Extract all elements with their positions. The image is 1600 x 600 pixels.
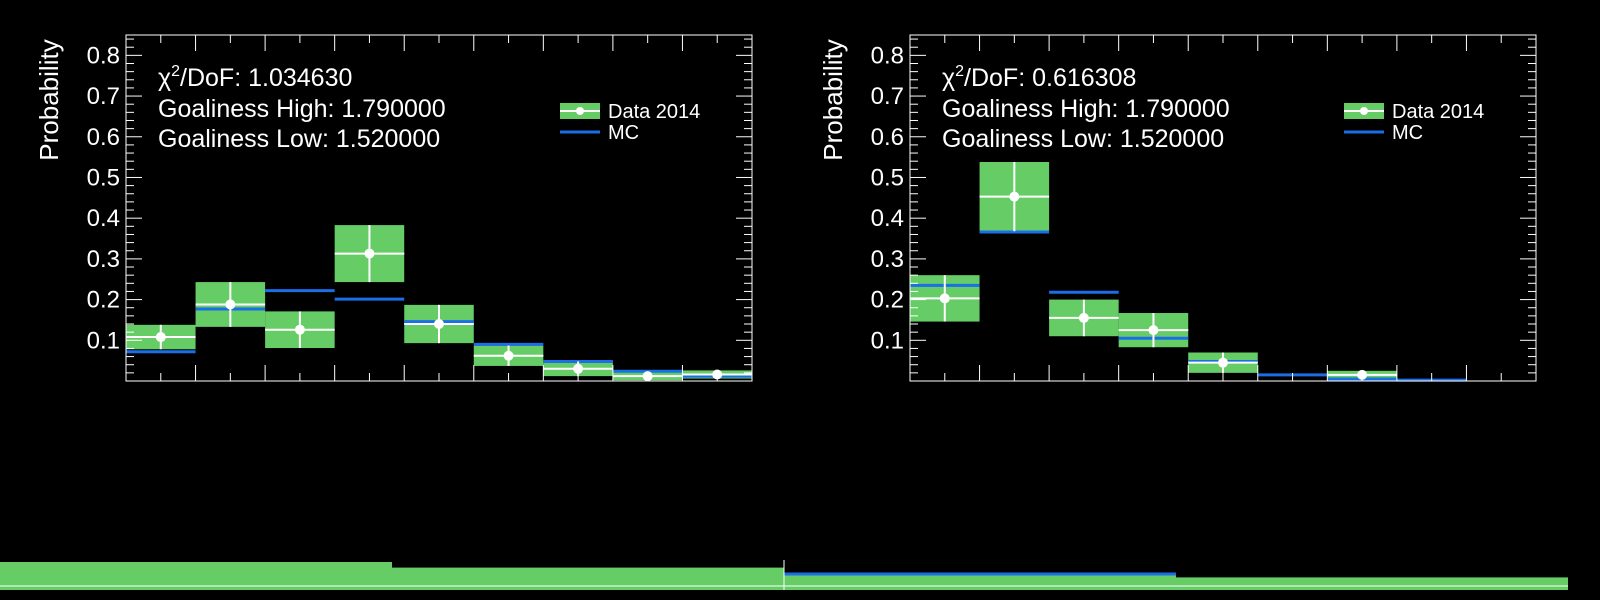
data-point xyxy=(1218,357,1228,368)
y-tick-label: 0.2 xyxy=(87,287,120,314)
data-point xyxy=(939,293,950,304)
goaliness-low-label: Goaliness Low: 1.520000 xyxy=(942,125,1224,153)
y-tick-label: 0.4 xyxy=(87,205,120,232)
chi2-label: χ2/DoF: 0.616308 xyxy=(942,63,1136,92)
bottom-strip-bar xyxy=(392,567,784,590)
bottom-strip-bar xyxy=(1176,577,1568,590)
data-point xyxy=(1078,312,1089,323)
y-tick-label: 0.5 xyxy=(871,164,904,191)
plot-area xyxy=(126,225,752,382)
y-tick-label: 0.8 xyxy=(87,42,120,69)
y-tick-label: 0.8 xyxy=(871,42,904,69)
y-tick-label: 0.3 xyxy=(87,246,120,273)
y-axis-label: Probability xyxy=(34,39,64,160)
y-tick-label: 0.6 xyxy=(87,124,120,151)
legend-data-marker xyxy=(1360,107,1368,115)
data-point xyxy=(225,299,236,310)
chart-panel-left: Probability χ2/DoF: 1.034630 Goaliness H… xyxy=(34,34,753,382)
data-point xyxy=(573,363,584,374)
goaliness-low-label: Goaliness Low: 1.520000 xyxy=(158,125,440,153)
bottom-strip-bar xyxy=(784,574,1176,590)
bottom-strip-bar xyxy=(0,562,392,590)
legend: Data 2014 MC xyxy=(560,101,700,144)
legend-data-label: Data 2014 xyxy=(1392,101,1484,123)
y-tick-label: 0.1 xyxy=(87,327,120,354)
data-point xyxy=(155,332,166,343)
data-point xyxy=(503,350,514,361)
y-tick-label: 0.7 xyxy=(871,83,904,110)
y-tick-label: 0.6 xyxy=(871,124,904,151)
y-tick-label: 0.4 xyxy=(871,205,904,232)
legend-mc-label: MC xyxy=(608,122,639,144)
data-point xyxy=(1009,191,1020,202)
legend-mc-label: MC xyxy=(1392,122,1423,144)
data-point xyxy=(1148,325,1159,336)
y-tick-label: 0.2 xyxy=(871,287,904,314)
plot-area xyxy=(910,162,1467,382)
y-axis-label: Probability xyxy=(818,39,848,160)
legend-data-label: Data 2014 xyxy=(608,101,700,123)
data-point xyxy=(434,319,444,330)
goaliness-high-label: Goaliness High: 1.790000 xyxy=(942,95,1230,123)
goaliness-high-label: Goaliness High: 1.790000 xyxy=(158,95,446,123)
y-tick-label: 0.5 xyxy=(87,164,120,191)
chart-panel-right: Probability χ2/DoF: 0.616308 Goaliness H… xyxy=(818,34,1537,382)
data-point xyxy=(364,248,375,259)
y-tick-label: 0.7 xyxy=(87,83,120,110)
legend: Data 2014 MC xyxy=(1344,101,1484,144)
legend-data-marker xyxy=(576,107,584,115)
y-tick-label: 0.1 xyxy=(871,327,904,354)
data-point xyxy=(294,324,305,335)
bottom-histogram-strip xyxy=(0,560,1568,590)
y-tick-label: 0.3 xyxy=(871,246,904,273)
chi2-label: χ2/DoF: 1.034630 xyxy=(158,63,352,92)
